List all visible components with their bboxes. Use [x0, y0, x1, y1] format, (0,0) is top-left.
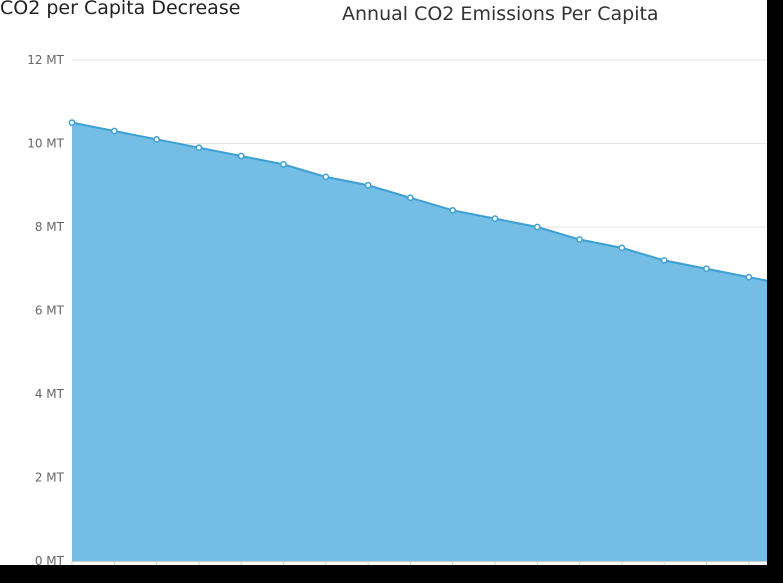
y-axis-tick-labels: 0 MT 2 MT 4 MT 6 MT 8 MT 10 MT 12 MT — [27, 53, 64, 565]
data-point — [195, 144, 203, 152]
y-tick-label: 8 MT — [35, 220, 65, 234]
data-point — [110, 127, 118, 135]
y-tick-label: 0 MT — [35, 554, 65, 565]
data-point — [491, 215, 499, 222]
data-point — [280, 161, 287, 168]
y-tick-label: 12 MT — [27, 53, 64, 67]
data-point — [364, 181, 372, 189]
data-point — [576, 236, 583, 243]
area-chart: 0 MT 2 MT 4 MT 6 MT 8 MT 10 MT 12 MT — [27, 53, 767, 565]
data-point — [322, 173, 330, 181]
data-point — [660, 257, 668, 264]
data-point — [618, 244, 626, 252]
data-point — [153, 135, 160, 143]
chart-canvas: CO2 per Capita Decrease Annual CO2 Emiss… — [0, 0, 767, 565]
data-point — [533, 223, 541, 231]
left-title: CO2 per Capita Decrease — [0, 0, 241, 19]
data-point — [237, 152, 245, 160]
area-fill — [72, 122, 767, 561]
y-tick-label: 10 MT — [27, 137, 64, 151]
data-point — [68, 119, 76, 126]
y-tick-label: 2 MT — [35, 471, 65, 485]
data-point — [703, 265, 710, 273]
chart-title: Annual CO2 Emissions Per Capita — [342, 3, 659, 25]
area-layer — [71, 121, 767, 561]
x-axis-ticks — [71, 561, 767, 565]
series-line — [71, 121, 767, 282]
y-tick-label: 6 MT — [35, 304, 65, 318]
data-point — [745, 273, 753, 281]
y-tick-label: 4 MT — [35, 387, 65, 401]
data-markers — [68, 119, 753, 281]
data-point — [407, 194, 414, 202]
data-point — [449, 206, 457, 214]
